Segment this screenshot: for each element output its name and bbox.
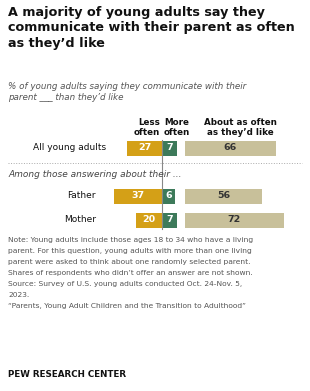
Text: 56: 56 xyxy=(217,192,230,201)
Text: 6: 6 xyxy=(165,192,172,201)
Bar xyxy=(127,140,162,156)
Bar xyxy=(185,188,262,203)
Text: PEW RESEARCH CENTER: PEW RESEARCH CENTER xyxy=(8,370,126,379)
Text: 7: 7 xyxy=(166,143,173,152)
Text: 2023.: 2023. xyxy=(8,292,29,298)
Bar xyxy=(162,212,177,228)
Text: Shares of respondents who didn’t offer an answer are not shown.: Shares of respondents who didn’t offer a… xyxy=(8,270,253,276)
Text: Note: Young adults include those ages 18 to 34 who have a living: Note: Young adults include those ages 18… xyxy=(8,237,253,243)
Bar xyxy=(185,140,276,156)
Text: parent were asked to think about one randomly selected parent.: parent were asked to think about one ran… xyxy=(8,259,250,265)
Text: All young adults: All young adults xyxy=(33,143,106,152)
Text: 27: 27 xyxy=(138,143,151,152)
Text: A majority of young adults say they
communicate with their parent as often
as th: A majority of young adults say they comm… xyxy=(8,6,295,50)
Text: “Parents, Young Adult Children and the Transition to Adulthood”: “Parents, Young Adult Children and the T… xyxy=(8,303,246,309)
Text: Father: Father xyxy=(68,192,96,201)
Text: Source: Survey of U.S. young adults conducted Oct. 24-Nov. 5,: Source: Survey of U.S. young adults cond… xyxy=(8,281,242,287)
Text: More
often: More often xyxy=(164,118,190,137)
Bar xyxy=(136,212,162,228)
Bar xyxy=(185,212,284,228)
Text: Among those answering about their ...: Among those answering about their ... xyxy=(8,170,181,179)
Text: % of young adults saying they communicate with their
parent ___ than they’d like: % of young adults saying they communicat… xyxy=(8,82,246,102)
Text: About as often
as they’d like: About as often as they’d like xyxy=(204,118,277,137)
Text: 66: 66 xyxy=(224,143,237,152)
Text: Mother: Mother xyxy=(64,215,96,224)
Text: 7: 7 xyxy=(166,215,173,224)
Text: Less
often: Less often xyxy=(134,118,160,137)
Text: 37: 37 xyxy=(131,192,144,201)
Text: 72: 72 xyxy=(228,215,241,224)
Bar xyxy=(114,188,162,203)
Text: 20: 20 xyxy=(142,215,156,224)
Text: parent. For this question, young adults with more than one living: parent. For this question, young adults … xyxy=(8,248,252,254)
Bar xyxy=(162,140,177,156)
Bar xyxy=(162,188,175,203)
